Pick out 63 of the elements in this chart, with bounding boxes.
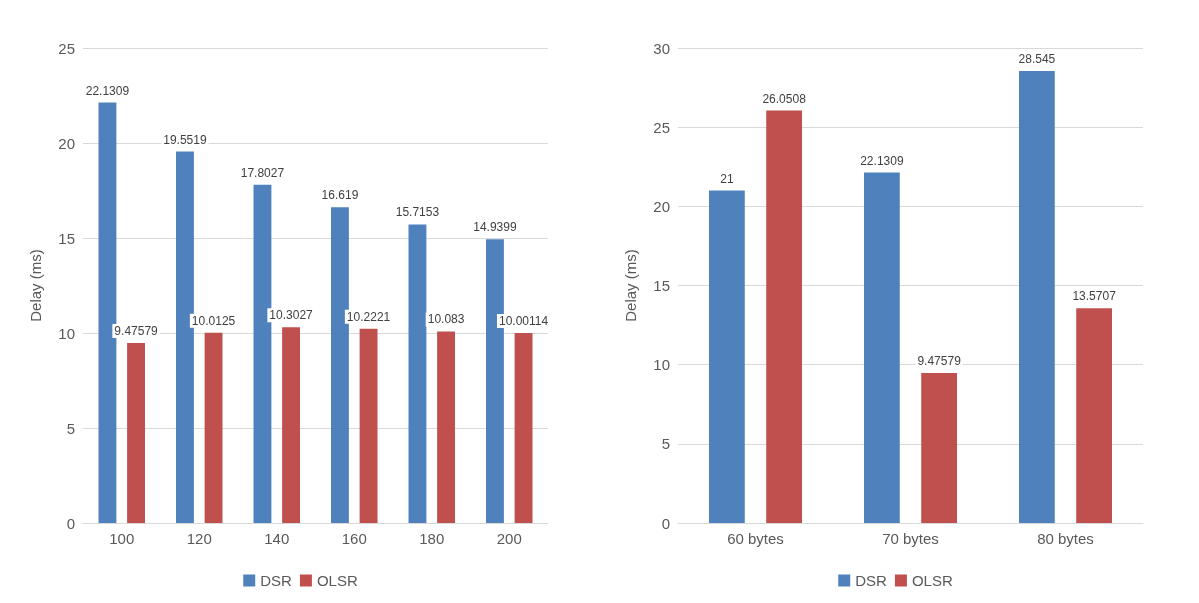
x-tick-label: 180 (419, 530, 445, 547)
x-tick-label: 80 bytes (1037, 530, 1094, 547)
bar (98, 102, 117, 523)
y-tick-label: 0 (661, 514, 670, 532)
data-label: 9.47579 (917, 353, 962, 368)
bar (331, 207, 349, 523)
data-label: 22.1309 (85, 83, 130, 98)
y-tick-label: 0 (66, 514, 75, 532)
data-label: 10.2221 (346, 309, 391, 324)
y-tick-label: 25 (653, 118, 670, 136)
data-label: 15.7153 (395, 205, 440, 220)
x-tick-label: 70 bytes (882, 530, 939, 547)
data-label: 19.5519 (163, 132, 207, 147)
data-label: 10.3027 (269, 308, 314, 323)
data-label: 13.5707 (1072, 289, 1117, 304)
bar (359, 328, 378, 523)
y-axis-title: Delay (ms) (622, 249, 639, 322)
data-label: 21 (720, 171, 734, 186)
y-tick-label: 10 (58, 324, 75, 342)
y-tick-label: 5 (66, 419, 75, 437)
bar (204, 332, 223, 523)
x-tick-label: 100 (109, 530, 135, 547)
y-tick-label: 30 (653, 39, 670, 57)
data-label: 14.9399 (473, 220, 517, 235)
y-tick-label: 10 (653, 356, 670, 374)
x-tick-label: 120 (186, 530, 212, 547)
bar (709, 190, 745, 523)
bar (1076, 308, 1112, 523)
y-tick-label: 15 (58, 229, 75, 247)
bar (127, 342, 145, 523)
bar (176, 151, 194, 523)
bar (408, 224, 427, 523)
y-tick-label: 20 (58, 134, 75, 152)
bar (766, 110, 802, 523)
legend-label: OLSR (316, 572, 358, 589)
bar (864, 172, 900, 523)
x-tick-label: 200 (496, 530, 522, 547)
bar (514, 332, 533, 523)
data-label: 16.619 (321, 188, 359, 203)
data-label: 22.1309 (860, 153, 904, 168)
data-label: 10.0125 (191, 313, 236, 328)
y-tick-label: 15 (653, 277, 670, 294)
bar (282, 327, 300, 523)
bar (437, 331, 455, 523)
data-label: 26.0508 (762, 91, 807, 106)
data-label: 28.545 (1018, 52, 1056, 67)
bar (921, 372, 957, 523)
bar (253, 184, 272, 523)
bar (1019, 71, 1055, 523)
y-tick-label: 5 (661, 435, 670, 453)
data-label: 9.47579 (114, 323, 159, 338)
data-label: 10.00114 (498, 313, 549, 328)
x-tick-label: 160 (341, 530, 367, 547)
y-tick-label: 20 (653, 197, 670, 215)
data-label: 10.083 (427, 312, 465, 327)
data-label: 17.8027 (240, 165, 285, 180)
x-tick-label: 60 bytes (727, 530, 784, 547)
legend-label: DSR (855, 572, 888, 589)
y-axis-title: Delay (ms) (27, 249, 44, 322)
y-tick-label: 25 (58, 39, 75, 57)
legend-label: DSR (260, 572, 293, 589)
legend-label: OLSR (911, 572, 953, 589)
x-tick-label: 140 (264, 530, 290, 547)
